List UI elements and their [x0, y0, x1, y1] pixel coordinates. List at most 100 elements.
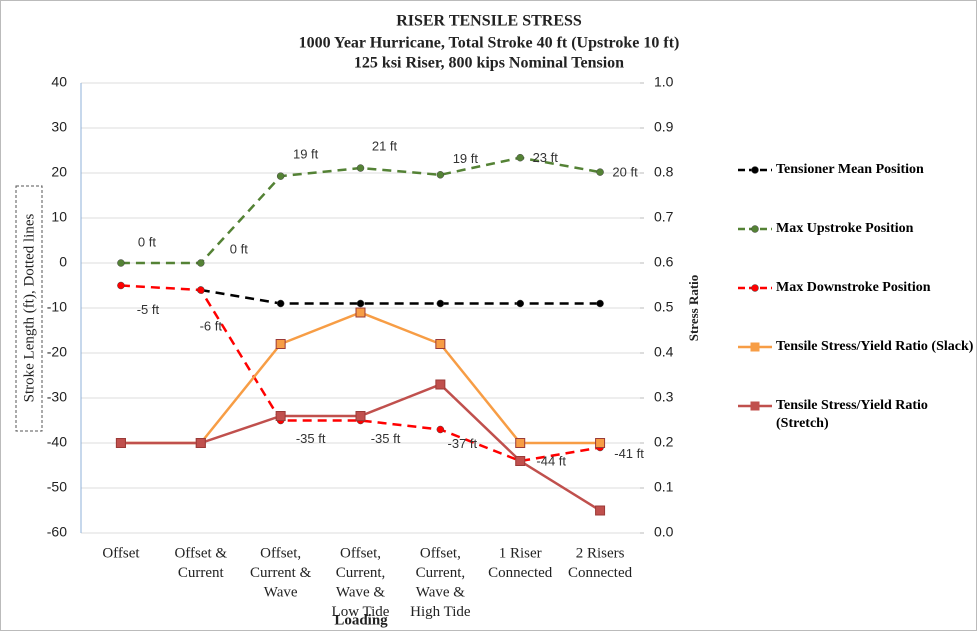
data-label: -41 ft	[614, 446, 644, 461]
data-label: -44 ft	[536, 453, 566, 468]
y-axis-label: Stroke Length (ft), Dotted lines	[21, 213, 37, 402]
y-tick-label: -20	[47, 344, 67, 360]
data-label: 19 ft	[293, 147, 319, 162]
y2-tick-label: 0.3	[654, 389, 674, 405]
legend-text: Tensile Stress/Yield Ratio (Slack)	[776, 339, 974, 354]
x-tick-label: 1 Riser	[499, 545, 542, 561]
marker	[197, 286, 205, 294]
x-tick-label: 2 Risers	[576, 545, 625, 561]
x-tick-label: Offset,	[260, 545, 301, 561]
legend-marker	[750, 401, 760, 411]
x-tick-label: Current,	[416, 565, 466, 581]
x-tick-label: Low Tide	[332, 604, 390, 620]
y-tick-label: -50	[47, 479, 67, 495]
marker	[515, 438, 526, 448]
y-tick-label: -40	[47, 434, 67, 450]
y2-tick-label: 0.2	[654, 434, 674, 450]
data-label: 23 ft	[533, 150, 559, 165]
marker	[355, 411, 366, 421]
y2-tick-label: 0.1	[654, 479, 674, 495]
data-label: -6 ft	[200, 318, 223, 333]
marker	[275, 339, 286, 349]
data-label: 21 ft	[372, 138, 398, 153]
y2-axis-label: Stress Ratio	[686, 275, 701, 342]
legend-item: Tensile Stress/Yield Ratio (Slack)	[736, 338, 976, 397]
marker	[197, 259, 205, 267]
data-label: -5 ft	[137, 302, 160, 317]
y-tick-label: 30	[51, 119, 67, 135]
y-tick-label: 0	[59, 254, 67, 270]
legend-marker	[750, 342, 760, 352]
y2-tick-label: 0.0	[654, 524, 674, 540]
series-line	[200, 288, 601, 305]
y-tick-label: -30	[47, 389, 67, 405]
legend-item: Max Upstroke Position	[736, 220, 976, 279]
legend-swatch	[738, 225, 772, 233]
x-tick-label: Offset &	[174, 545, 227, 561]
marker	[436, 171, 445, 179]
y-tick-label: 20	[51, 164, 67, 180]
y2-tick-label: 1.0	[654, 74, 674, 90]
marker	[596, 299, 604, 308]
x-tick-label: Offset,	[340, 545, 381, 561]
x-tick-label: Wave	[264, 584, 298, 600]
marker	[117, 259, 125, 267]
y2-tick-label: 0.5	[654, 299, 674, 315]
x-tick-label: Wave &	[336, 584, 386, 600]
legend-text: Tensioner Mean Position	[776, 162, 924, 177]
data-label: 20 ft	[612, 165, 638, 180]
x-tick-label: Wave &	[416, 584, 466, 600]
x-axis-label: Loading	[334, 612, 388, 628]
y-tick-label: -60	[47, 524, 67, 540]
legend-item: Tensioner Mean Position	[736, 161, 976, 220]
marker	[435, 379, 446, 390]
data-label: -35 ft	[296, 431, 326, 446]
y2-tick-label: 0.4	[654, 344, 674, 360]
marker	[516, 299, 524, 308]
marker	[275, 411, 286, 421]
marker	[355, 307, 366, 318]
y2-tick-label: 0.6	[654, 254, 674, 270]
marker	[436, 425, 445, 434]
legend-marker	[751, 166, 759, 174]
marker	[115, 438, 126, 448]
y-tick-label: -10	[47, 299, 67, 315]
series-line	[120, 383, 601, 512]
legend-swatch	[738, 284, 772, 292]
marker	[195, 438, 206, 448]
legend-item: Tensile Stress/Yield Ratio (Stretch)	[736, 397, 976, 456]
legend-marker	[751, 284, 759, 292]
marker	[435, 339, 446, 349]
marker	[276, 299, 285, 308]
x-tick-label: Connected	[488, 565, 553, 581]
y-tick-label: 40	[51, 74, 67, 90]
data-label: 19 ft	[453, 151, 479, 166]
legend-text: Max Downstroke Position	[776, 280, 931, 295]
legend-item: Max Downstroke Position	[736, 279, 976, 338]
x-tick-label: Current &	[250, 565, 312, 581]
legend-text: Max Upstroke Position	[776, 221, 914, 236]
marker	[356, 299, 365, 308]
marker	[276, 172, 285, 180]
x-tick-label: Connected	[568, 565, 633, 581]
data-label: 0 ft	[138, 234, 156, 249]
y-label-box	[15, 185, 43, 432]
y2-tick-label: 0.8	[654, 164, 674, 180]
chart-subtitle: 1000 Year Hurricane, Total Stroke 40 ft …	[299, 35, 680, 52]
x-tick-label: Offset	[102, 545, 140, 561]
marker	[596, 168, 604, 176]
marker	[515, 456, 526, 466]
marker	[436, 299, 445, 308]
legend: Tensioner Mean Position Max Upstroke Posi…	[736, 161, 976, 456]
chart-subtitle: 125 ksi Riser, 800 kips Nominal Tension	[354, 55, 624, 72]
x-tick-label: High Tide	[410, 604, 471, 620]
legend-text: Tensile Stress/Yield Ratio (Stretch)	[776, 398, 928, 431]
marker	[516, 153, 524, 162]
x-tick-label: Current	[178, 565, 225, 581]
marker	[595, 438, 606, 448]
y2-tick-label: 0.9	[654, 119, 674, 135]
y-tick-label: 10	[51, 209, 67, 225]
marker	[595, 505, 606, 516]
